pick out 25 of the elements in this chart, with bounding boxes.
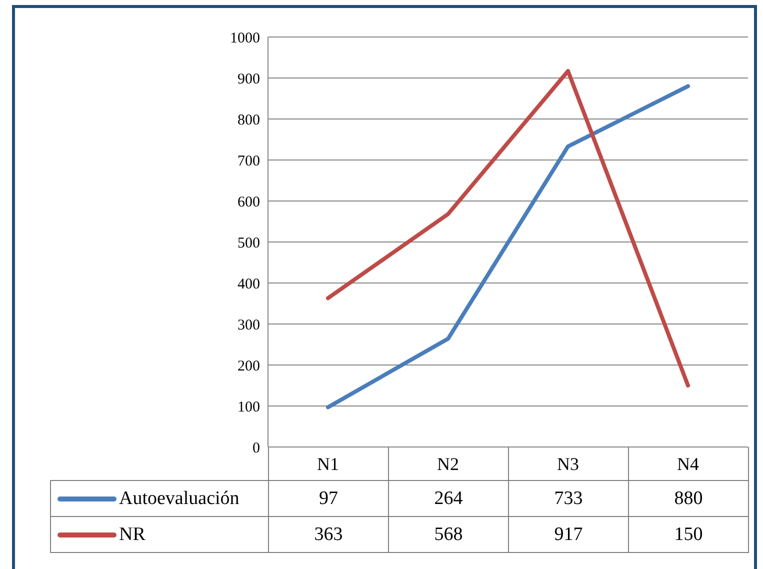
data-label: 363 <box>268 516 389 553</box>
y-tick-label: 100 <box>238 399 260 416</box>
x-tick-label: N1 <box>317 454 339 474</box>
y-tick-label: 700 <box>238 153 260 170</box>
data-label: 97 <box>268 480 389 517</box>
data-label: 568 <box>388 516 509 553</box>
y-tick-label: 600 <box>238 194 260 210</box>
data-label: 264 <box>388 480 509 517</box>
y-tick-label: 0 <box>252 440 260 456</box>
y-tick-label: 900 <box>238 71 260 88</box>
y-tick-label: 800 <box>238 112 260 128</box>
data-label: 150 <box>628 516 749 553</box>
legend-label: Autoevaluación <box>119 488 240 510</box>
y-tick-label: 1000 <box>230 30 260 46</box>
y-tick-label: 300 <box>238 317 260 334</box>
data-label: 880 <box>628 480 749 517</box>
data-label: 917 <box>508 516 629 553</box>
x-tick-label: N4 <box>677 454 699 474</box>
x-tick-label: N3 <box>557 454 579 474</box>
y-tick-label: 500 <box>238 235 260 252</box>
y-tick-label: 400 <box>238 276 260 292</box>
x-tick-label: N2 <box>437 454 459 474</box>
data-label: 733 <box>508 480 629 517</box>
legend-label: NR <box>119 524 146 546</box>
y-tick-label: 200 <box>238 358 260 374</box>
